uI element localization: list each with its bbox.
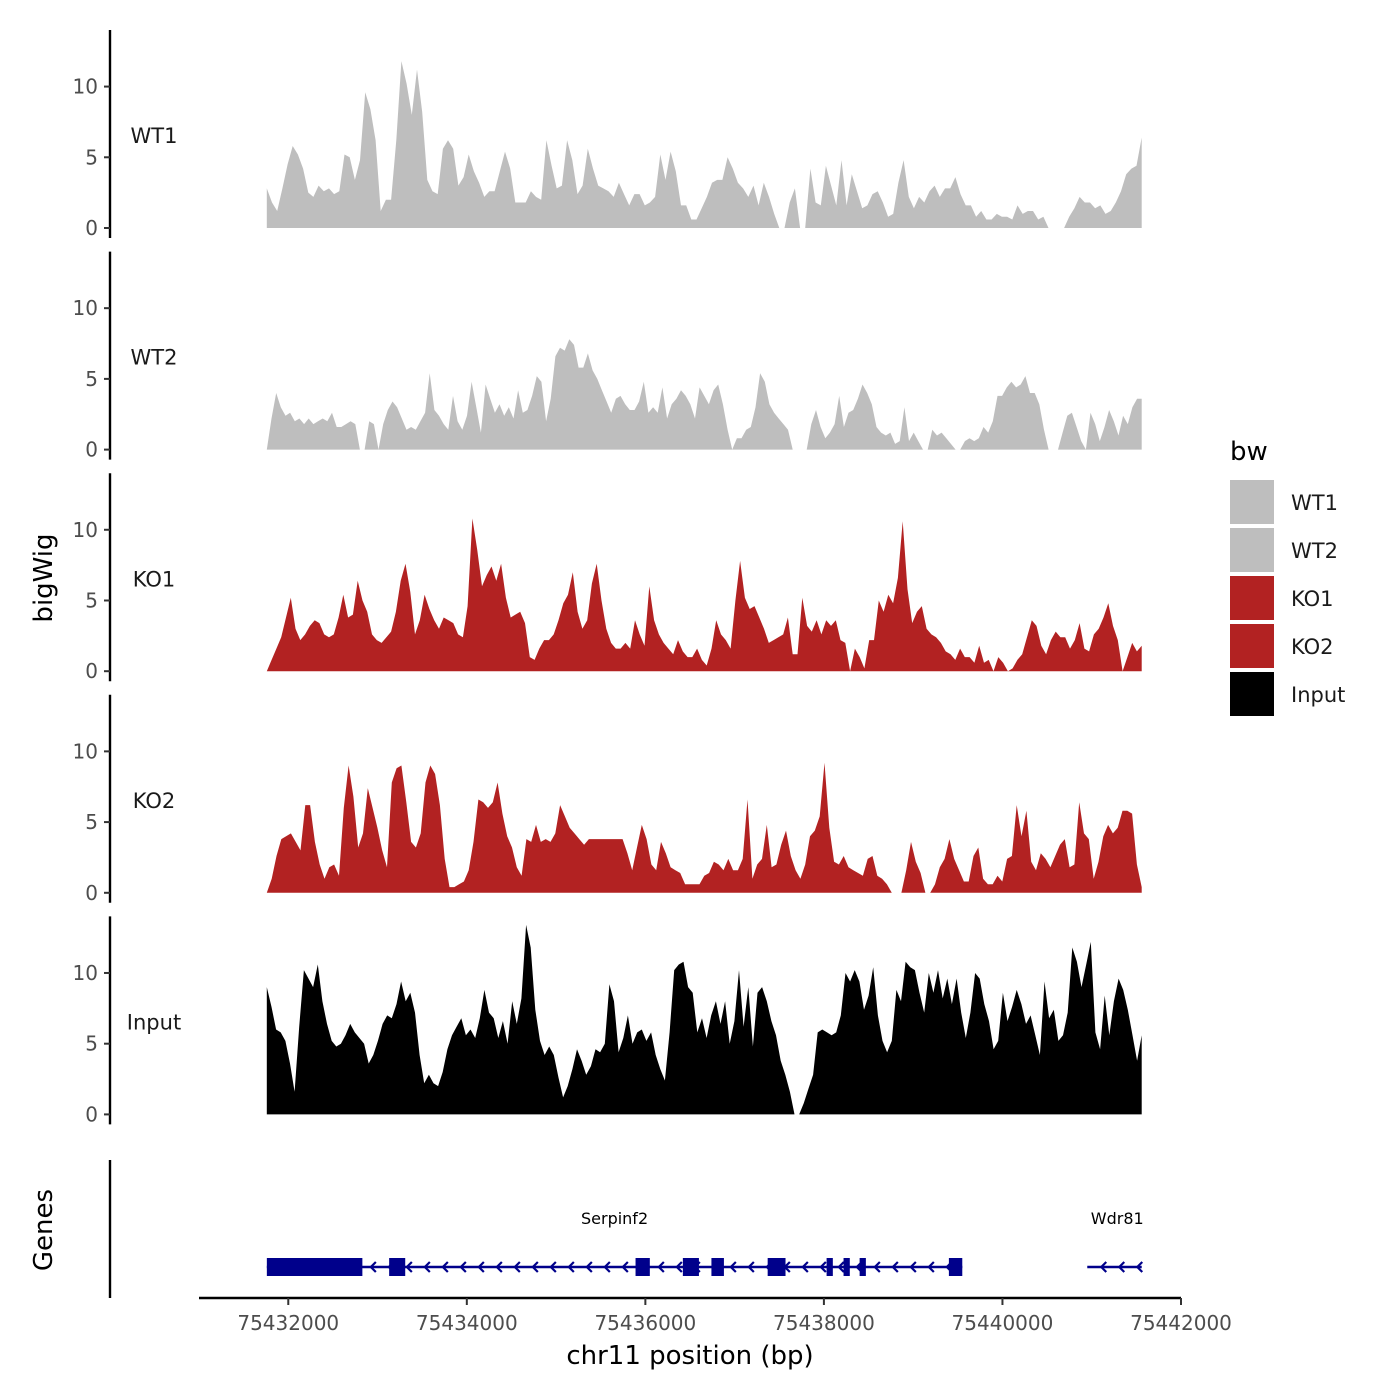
- strand-arrow: [585, 1261, 593, 1273]
- strand-arrow: [1099, 1261, 1108, 1273]
- exon: [948, 1258, 963, 1276]
- strand-arrow: [621, 1261, 629, 1273]
- x-tick-label: 75436000: [594, 1311, 696, 1335]
- legend-key-ko1: [1230, 576, 1274, 620]
- legend-label: KO2: [1291, 635, 1334, 659]
- genes-panel: Serpinf2 Wdr81: [108, 1160, 1144, 1298]
- coverage-area-ko1: [266, 518, 1142, 672]
- strand-arrow: [477, 1261, 485, 1273]
- track-label: WT2: [131, 346, 178, 370]
- exon: [711, 1258, 724, 1276]
- y-tick-label: 0: [85, 216, 98, 240]
- x-axis-title: chr11 position (bp): [566, 1341, 813, 1371]
- y-tick-label: 0: [85, 1102, 98, 1126]
- strand-arrow: [873, 1261, 881, 1273]
- exon: [389, 1258, 406, 1276]
- gene-wdr81: Wdr81: [1087, 1209, 1144, 1273]
- strand-arrow: [603, 1261, 611, 1273]
- strand-arrow: [495, 1261, 503, 1273]
- legend-label: WT2: [1291, 539, 1338, 563]
- strand-arrow: [891, 1261, 899, 1273]
- y-tick-label: 0: [85, 881, 98, 905]
- strand-arrow: [513, 1261, 521, 1273]
- strand-arrow: [423, 1261, 431, 1273]
- x-tick-label: 75440000: [952, 1311, 1054, 1335]
- track-wt2: 0 5 10 WT2: [73, 251, 1142, 462]
- strand-arrow: [549, 1261, 557, 1273]
- strand-arrow: [459, 1261, 467, 1273]
- y-axis-title: bigWig: [29, 533, 59, 622]
- legend-key-wt2: [1230, 528, 1274, 572]
- legend-label: Input: [1291, 683, 1345, 707]
- y-tick-label: 5: [85, 367, 98, 391]
- coverage-area-input: [266, 924, 1142, 1115]
- gene-serpinf2: Serpinf2: [266, 1209, 963, 1276]
- strand-arrow: [837, 1261, 845, 1273]
- track-label: Input: [127, 1010, 181, 1034]
- x-axis: 75432000 75434000 75436000 75438000 75440000…: [199, 1296, 1232, 1335]
- exon: [859, 1258, 866, 1276]
- exon: [266, 1258, 363, 1276]
- legend: bw WT1 WT2 KO1 KO2 Input: [1230, 437, 1345, 716]
- strand-arrow: [909, 1261, 917, 1273]
- strand-arrow: [819, 1261, 827, 1273]
- strand-arrow: [729, 1261, 737, 1273]
- exon: [682, 1258, 699, 1276]
- track-wt1: 0 5 10 WT1: [73, 30, 1142, 240]
- x-tick-label: 75434000: [416, 1311, 518, 1335]
- y-tick-label: 5: [85, 145, 98, 169]
- y-tick-label: 10: [73, 518, 98, 542]
- track-input: 0 5 10 Input: [73, 916, 1142, 1126]
- legend-label: WT1: [1291, 491, 1338, 515]
- exon: [826, 1258, 833, 1276]
- coverage-tracks: 0 5 10 WT1 0 5 10 WT2 0 5 10 KO1 0 5 10 KO2 0 5 10 Input: [73, 30, 1142, 1126]
- strand-arrow: [1117, 1261, 1126, 1273]
- exon: [843, 1258, 850, 1276]
- strand-arrow: [1135, 1261, 1144, 1273]
- x-tick-label: 75442000: [1130, 1311, 1232, 1335]
- track-ko1: 0 5 10 KO1: [73, 473, 1142, 683]
- coverage-area-ko2: [266, 762, 1142, 893]
- y-tick-label: 5: [85, 1032, 98, 1056]
- legend-key-input: [1230, 672, 1274, 716]
- x-tick-label: 75432000: [237, 1311, 339, 1335]
- coverage-area-wt2: [266, 339, 1142, 450]
- track-ko2: 0 5 10 KO2: [73, 694, 1142, 905]
- y-tick-label: 0: [85, 659, 98, 683]
- exon: [767, 1258, 786, 1276]
- gene-label: Wdr81: [1091, 1209, 1144, 1228]
- strand-arrow: [657, 1261, 665, 1273]
- y-tick-label: 5: [85, 588, 98, 612]
- strand-arrow: [405, 1261, 413, 1273]
- y-tick-label: 0: [85, 438, 98, 462]
- strand-arrow: [531, 1261, 539, 1273]
- y-tick-label: 10: [73, 296, 98, 320]
- legend-key-wt1: [1230, 480, 1274, 524]
- genes-panel-title: Genes: [29, 1189, 59, 1271]
- y-tick-label: 5: [85, 810, 98, 834]
- track-label: WT1: [131, 124, 178, 148]
- strand-arrow: [801, 1261, 809, 1273]
- coverage-area-wt1: [266, 61, 1142, 228]
- strand-arrow: [927, 1261, 935, 1273]
- strand-arrow: [747, 1261, 755, 1273]
- legend-label: KO1: [1291, 587, 1334, 611]
- legend-key-ko2: [1230, 624, 1274, 668]
- exon: [635, 1258, 650, 1276]
- y-tick-label: 10: [73, 75, 98, 99]
- strand-arrow: [675, 1261, 683, 1273]
- track-label: KO1: [133, 567, 176, 591]
- strand-arrow: [441, 1261, 449, 1273]
- x-tick-label: 75438000: [773, 1311, 875, 1335]
- strand-arrow: [567, 1261, 575, 1273]
- y-tick-label: 10: [73, 739, 98, 763]
- legend-title: bw: [1230, 437, 1268, 467]
- gene-label: Serpinf2: [581, 1209, 648, 1228]
- track-label: KO2: [133, 789, 176, 813]
- strand-arrow: [369, 1261, 377, 1273]
- y-tick-label: 10: [73, 961, 98, 985]
